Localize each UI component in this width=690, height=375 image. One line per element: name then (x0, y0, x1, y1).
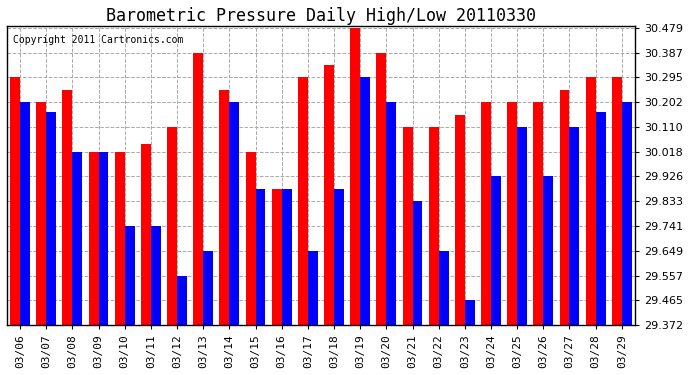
Bar (203, 251, 213, 325)
Bar (612, 77, 622, 325)
Bar (99, 152, 108, 325)
Bar (72, 152, 82, 325)
Bar (351, 28, 360, 325)
Bar (10, 77, 20, 325)
Bar (595, 112, 606, 325)
Bar (455, 115, 465, 325)
Bar (622, 102, 632, 325)
Bar (229, 102, 239, 325)
Bar (20, 102, 30, 325)
Bar (413, 201, 422, 325)
Bar (62, 90, 72, 325)
Title: Barometric Pressure Daily High/Low 20110330: Barometric Pressure Daily High/Low 20110… (106, 7, 536, 25)
Bar (282, 189, 292, 325)
Bar (46, 112, 56, 325)
Bar (272, 189, 282, 325)
Bar (481, 102, 491, 325)
Bar (115, 152, 125, 325)
Bar (193, 53, 203, 325)
Bar (308, 251, 318, 325)
Text: Copyright 2011 Cartronics.com: Copyright 2011 Cartronics.com (13, 36, 184, 45)
Bar (386, 102, 396, 325)
Bar (543, 176, 553, 325)
Bar (255, 189, 266, 325)
Bar (88, 152, 99, 325)
Bar (141, 144, 151, 325)
Bar (246, 152, 255, 325)
Bar (360, 77, 370, 325)
Bar (507, 102, 518, 325)
Bar (125, 226, 135, 325)
Bar (569, 127, 580, 325)
Bar (428, 127, 439, 325)
Bar (37, 102, 46, 325)
Bar (167, 127, 177, 325)
Bar (219, 90, 229, 325)
Bar (324, 65, 334, 325)
Bar (298, 77, 308, 325)
Bar (376, 53, 386, 325)
Bar (402, 127, 413, 325)
Bar (334, 189, 344, 325)
Bar (177, 276, 187, 325)
Bar (439, 251, 449, 325)
Bar (533, 102, 543, 325)
Bar (491, 176, 501, 325)
Bar (560, 90, 569, 325)
Bar (151, 226, 161, 325)
Bar (586, 77, 595, 325)
Bar (518, 127, 527, 325)
Bar (465, 300, 475, 325)
